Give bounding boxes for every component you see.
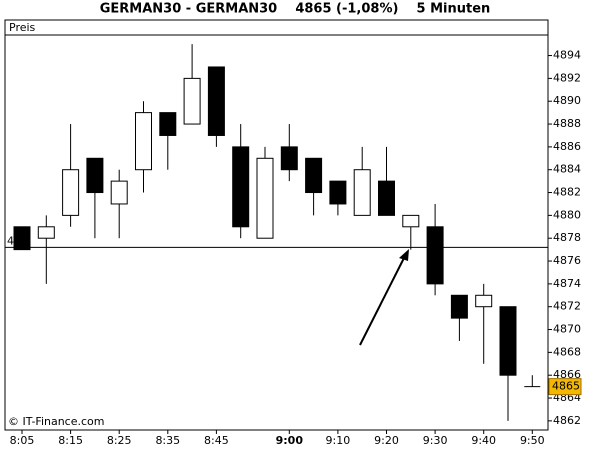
y-tick-label: 4880 [553,208,581,221]
arrow-head [399,249,409,261]
x-tick-label: 8:05 [10,434,35,447]
candle-body [280,146,298,171]
x-tick-label: 8:15 [58,434,83,447]
y-tick-label: 4874 [553,277,581,290]
candle-body [426,226,444,285]
y-tick-label: 4888 [553,117,581,130]
y-tick-label: 4862 [553,414,581,427]
candle-body [450,294,468,319]
x-tick-label: 8:45 [204,434,229,447]
candle-body [86,157,104,194]
chart-title: GERMAN30 - GERMAN30 4865 (-1,08%) 5 Minu… [100,2,491,17]
y-tick-label: 4886 [553,140,581,153]
y-tick-label: 4866 [553,368,581,381]
candle-body [402,214,420,228]
price-line-label: 4 [7,234,14,247]
candle-body [13,226,31,251]
candle-body [232,146,250,228]
y-tick-label: 4892 [553,71,581,84]
x-tick-label: 8:25 [107,434,132,447]
candle-body [378,180,395,216]
candle-body [110,180,128,205]
candle-body [37,226,55,239]
y-tick-label: 4876 [553,254,581,267]
y-tick-label: 4884 [553,163,581,176]
plot-frame [4,19,549,431]
candle-body [329,180,347,205]
x-tick-label: 9:50 [520,434,545,447]
candle-body [475,294,493,308]
candle-body [305,157,323,194]
y-tick-label: 4872 [553,300,581,313]
candle-body [353,169,371,216]
candle-body [499,306,517,376]
y-axis-label: Preis [9,21,36,34]
x-tick-label: 9:10 [326,434,351,447]
x-tick-label: 9:40 [471,434,496,447]
arrow [359,255,406,346]
y-tick-label: 4868 [553,345,581,358]
x-tick-label: 9:30 [423,434,448,447]
candle-body [159,112,177,136]
x-tick-label: 9:20 [374,434,399,447]
x-tick-label: 9:00 [276,434,304,447]
candle-body [135,112,152,171]
candle-body [256,157,274,239]
last-price-label: 4865 [552,380,580,393]
y-tick-label: 4882 [553,186,581,199]
x-tick-label: 8:35 [155,434,180,447]
y-tick-label: 4894 [553,49,581,62]
last-price-box [548,378,582,396]
candle-body [183,77,201,125]
source: © IT-Finance.com [8,415,105,428]
y-tick-label: 4890 [553,94,581,107]
candle-body [207,66,225,136]
candle-body [62,169,80,216]
y-tick-label: 4870 [553,323,581,336]
y-tick-label: 4878 [553,231,581,244]
